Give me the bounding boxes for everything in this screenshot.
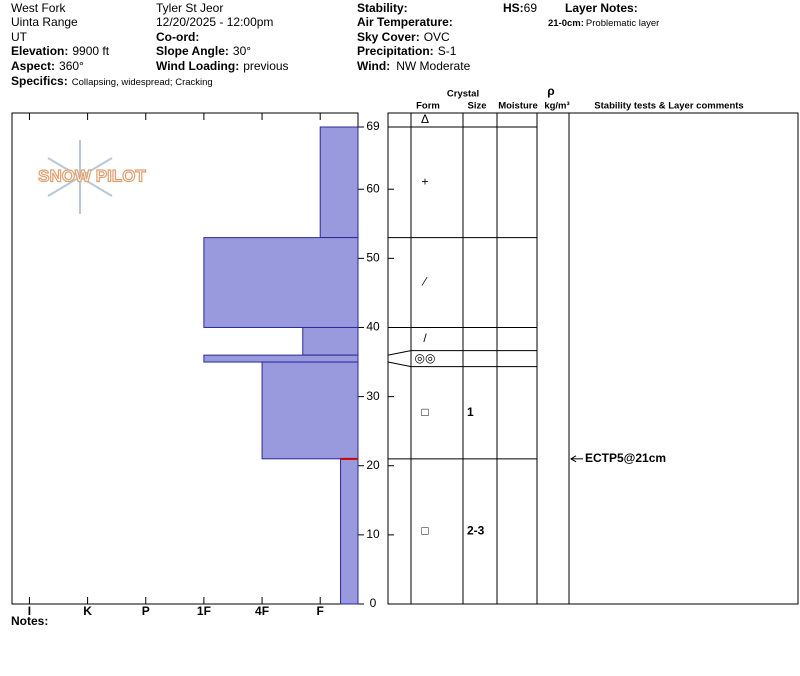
test-label: ECTP5@21cm bbox=[585, 451, 666, 465]
col-form: Form bbox=[416, 101, 440, 112]
x-tick-label: F bbox=[317, 604, 324, 618]
y-tick-label: 20 bbox=[366, 458, 380, 472]
x-tick-label: P bbox=[142, 604, 150, 618]
precipitation: Precipitation: S-1 bbox=[357, 44, 457, 58]
hardness-bar bbox=[319, 126, 359, 239]
col-size: Size bbox=[467, 101, 486, 112]
value: 360° bbox=[59, 59, 84, 73]
y-tick-label: 0 bbox=[370, 596, 377, 610]
test-arrowhead bbox=[570, 455, 577, 463]
sky-cover: Sky Cover: OVC bbox=[357, 30, 450, 44]
value: previous bbox=[243, 59, 288, 73]
col-moisture: Moisture bbox=[498, 101, 538, 112]
y-tick-label: 10 bbox=[366, 527, 380, 541]
hs: HS:69 bbox=[503, 1, 537, 15]
value: S-1 bbox=[438, 44, 457, 58]
y-tick-label: 50 bbox=[366, 251, 380, 265]
grain-form: + bbox=[421, 174, 428, 188]
stability: Stability: bbox=[357, 1, 408, 15]
grain-form: □ bbox=[421, 405, 428, 419]
grain-size: 2-3 bbox=[467, 524, 485, 538]
slope-angle: Slope Angle: 30° bbox=[156, 44, 251, 58]
layer-boundary bbox=[387, 361, 412, 368]
grain-form: □ bbox=[421, 524, 428, 538]
hardness-bar bbox=[340, 458, 359, 605]
location: West Fork bbox=[11, 1, 66, 15]
wind-loading: Wind Loading: previous bbox=[156, 59, 289, 73]
value: 9900 ft bbox=[72, 44, 109, 58]
col-density-unit: kg/m³ bbox=[544, 101, 569, 112]
state: UT bbox=[11, 30, 28, 44]
grain-form: / bbox=[423, 331, 427, 345]
y-tick-label: 60 bbox=[366, 181, 380, 195]
hardness-bar bbox=[203, 354, 359, 363]
grain-form: ◎◎ bbox=[415, 351, 436, 365]
table-frame bbox=[387, 112, 799, 605]
layer-note: 21-0cm: Problematic layer bbox=[548, 18, 659, 29]
value: Collapsing, widespread; Cracking bbox=[72, 77, 213, 88]
text: Problematic layer bbox=[586, 18, 659, 29]
logo-text: SNOW PILOT bbox=[38, 166, 146, 185]
value: 69 bbox=[524, 1, 538, 15]
x-tick-label: K bbox=[83, 604, 92, 618]
label: Slope Angle: bbox=[156, 44, 229, 58]
datetime: 12/20/2025 - 12:00pm bbox=[156, 15, 273, 29]
value: NW Moderate bbox=[396, 59, 470, 73]
coord: Co-ord: bbox=[156, 30, 199, 44]
label: Wind Loading: bbox=[156, 59, 239, 73]
value: 30° bbox=[233, 44, 251, 58]
hardness-bar bbox=[203, 237, 359, 328]
notes: Notes: bbox=[11, 614, 48, 628]
wind: Wind: NW Moderate bbox=[357, 59, 471, 73]
logo bbox=[47, 140, 113, 214]
hardness-bar bbox=[261, 361, 359, 460]
value: OVC bbox=[424, 30, 450, 44]
col-comments: Stability tests & Layer comments bbox=[594, 101, 743, 112]
label: Sky Cover: bbox=[357, 30, 420, 44]
range: 21-0cm: bbox=[548, 18, 584, 29]
label: Precipitation: bbox=[357, 44, 434, 58]
grain-size: 1 bbox=[467, 405, 474, 419]
surface-form: Δ bbox=[421, 112, 429, 126]
x-tick-label: I bbox=[28, 604, 31, 618]
specifics: Specifics: Collapsing, widespread; Cracki… bbox=[11, 74, 213, 88]
label: Elevation: bbox=[11, 44, 68, 58]
y-tick-label: 69 bbox=[366, 119, 380, 133]
elevation: Elevation: 9900 ft bbox=[11, 44, 110, 58]
air-temperature: Air Temperature: bbox=[357, 15, 453, 29]
x-tick-label: 1F bbox=[197, 604, 211, 618]
label: Specifics: bbox=[11, 74, 68, 88]
range: Uinta Range bbox=[11, 15, 78, 29]
y-tick-label: 30 bbox=[366, 389, 380, 403]
label: HS: bbox=[503, 1, 524, 15]
y-tick-label: 40 bbox=[366, 320, 380, 334]
aspect: Aspect: 360° bbox=[11, 59, 84, 73]
label: Aspect: bbox=[11, 59, 55, 73]
layer-boundary bbox=[387, 350, 412, 356]
hardness-bar bbox=[302, 326, 359, 356]
grain-form: ⁄ bbox=[421, 275, 428, 289]
observer: Tyler St Jeor bbox=[156, 1, 223, 15]
x-tick-label: 4F bbox=[255, 604, 269, 618]
col-density-symbol: ρ bbox=[547, 84, 554, 98]
label: Wind: bbox=[357, 59, 390, 73]
layer-notes-title: Layer Notes: bbox=[565, 1, 638, 15]
col-crystal: Crystal bbox=[447, 89, 479, 100]
